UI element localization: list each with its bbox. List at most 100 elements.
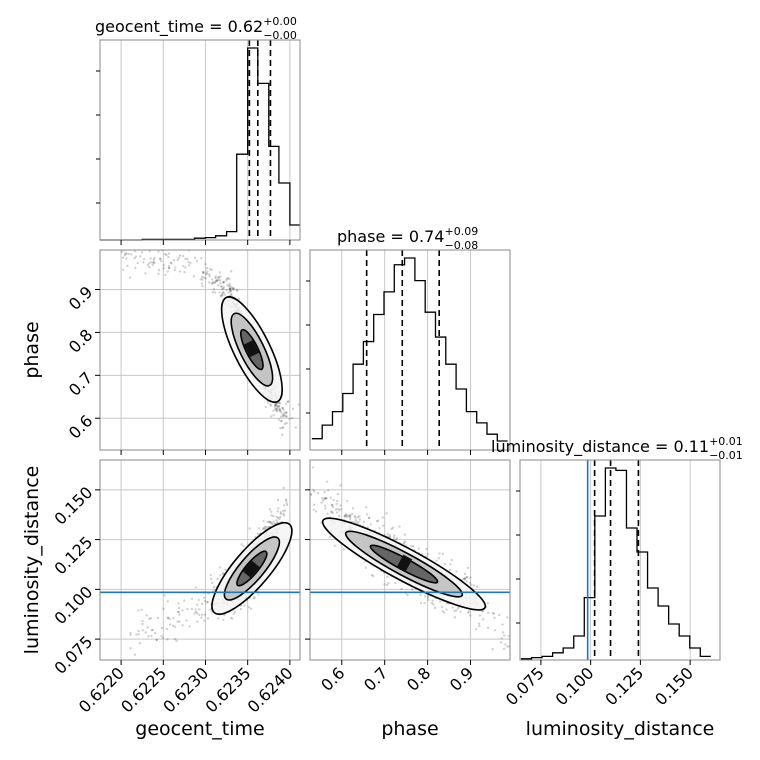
- sample-point: [132, 247, 134, 249]
- sample-point: [157, 272, 160, 276]
- sample-point: [167, 266, 171, 270]
- sample-point: [417, 547, 420, 550]
- sample-point: [507, 645, 510, 648]
- sample-point: [229, 616, 233, 620]
- sample-point: [219, 294, 222, 298]
- sample-point: [339, 504, 342, 507]
- y-tick-label: 0.6: [65, 411, 96, 442]
- sample-point: [183, 599, 186, 602]
- panel-background: [520, 460, 720, 660]
- x-tick-label: 0.7: [360, 663, 391, 694]
- sample-point: [216, 279, 219, 282]
- sample-point: [181, 609, 184, 612]
- sample-point: [207, 273, 211, 276]
- sample-point: [205, 272, 208, 275]
- sample-point: [369, 523, 372, 526]
- sample-point: [273, 405, 277, 409]
- sample-point: [166, 270, 169, 273]
- sample-point: [212, 287, 216, 291]
- sample-point: [187, 260, 190, 264]
- sample-point: [330, 510, 334, 513]
- sample-point: [276, 510, 279, 513]
- sample-point: [287, 400, 290, 403]
- sample-point: [402, 541, 406, 544]
- sample-point: [253, 596, 256, 599]
- sample-point: [167, 252, 171, 255]
- sample-point: [236, 289, 239, 292]
- sample-point: [294, 426, 297, 429]
- sample-point: [390, 527, 393, 531]
- sample-point: [192, 275, 196, 278]
- sample-point: [183, 270, 186, 274]
- sample-point: [469, 614, 472, 617]
- sample-point: [218, 291, 221, 294]
- x-tick-label: 0.6220: [75, 663, 128, 716]
- sample-point: [321, 499, 325, 502]
- sample-point: [410, 544, 413, 548]
- sample-point: [503, 634, 506, 637]
- y-tick-label: 0.7: [65, 368, 96, 399]
- sample-point: [291, 407, 295, 411]
- sample-point: [367, 516, 371, 520]
- sample-point: [182, 264, 185, 268]
- sample-point: [324, 497, 327, 500]
- sample-point: [233, 610, 237, 614]
- sample-point: [291, 416, 294, 420]
- sample-point: [395, 537, 399, 540]
- sample-point: [149, 261, 153, 264]
- sample-point: [275, 519, 278, 522]
- sample-point: [280, 411, 283, 414]
- sample-point: [178, 613, 181, 616]
- sample-point: [212, 281, 215, 284]
- sample-point: [331, 511, 335, 515]
- sample-point: [270, 514, 273, 517]
- sample-point: [353, 514, 356, 518]
- sample-point: [281, 433, 284, 436]
- x-tick-label: 0.075: [502, 663, 548, 709]
- sample-point: [448, 568, 452, 572]
- sample-point: [326, 512, 329, 515]
- title-luminosity-distance-main: luminosity_distance = 0.11: [491, 437, 709, 457]
- sample-point: [381, 516, 385, 519]
- sample-point: [228, 284, 232, 287]
- sample-point: [138, 255, 142, 258]
- sample-point: [210, 282, 214, 285]
- sample-point: [224, 568, 227, 571]
- sample-point: [272, 514, 275, 518]
- sample-point: [165, 253, 168, 257]
- sample-point: [216, 577, 219, 581]
- sample-point: [278, 409, 282, 412]
- sample-point: [281, 426, 285, 429]
- sample-point: [492, 612, 496, 615]
- sample-point: [386, 532, 390, 536]
- sample-point: [178, 620, 181, 623]
- sample-point: [486, 626, 490, 629]
- x-tick-label: 0.150: [651, 663, 697, 709]
- sample-point: [364, 566, 367, 569]
- sample-point: [328, 535, 332, 539]
- sample-point: [282, 408, 285, 411]
- sample-point: [285, 411, 288, 414]
- sample-point: [346, 499, 349, 503]
- sample-point: [217, 278, 220, 282]
- sample-point: [228, 287, 232, 290]
- sample-point: [194, 586, 198, 589]
- sample-point: [506, 645, 509, 648]
- sample-point: [354, 519, 358, 522]
- sample-point: [267, 520, 271, 523]
- scatter-luminosity-distance-vs-phase: 0.6 0.7 0.8 0.9: [305, 459, 511, 695]
- sample-point: [221, 287, 224, 291]
- sample-point: [268, 508, 272, 511]
- sample-point: [427, 598, 430, 601]
- sample-point: [276, 409, 279, 413]
- sample-point: [455, 570, 458, 573]
- sample-point: [342, 548, 346, 551]
- sample-point: [282, 514, 286, 517]
- sample-point: [339, 508, 342, 511]
- sample-point: [281, 406, 284, 410]
- sample-point: [323, 497, 326, 500]
- sample-point: [453, 616, 457, 619]
- sample-point: [334, 508, 337, 511]
- sample-point: [335, 511, 339, 514]
